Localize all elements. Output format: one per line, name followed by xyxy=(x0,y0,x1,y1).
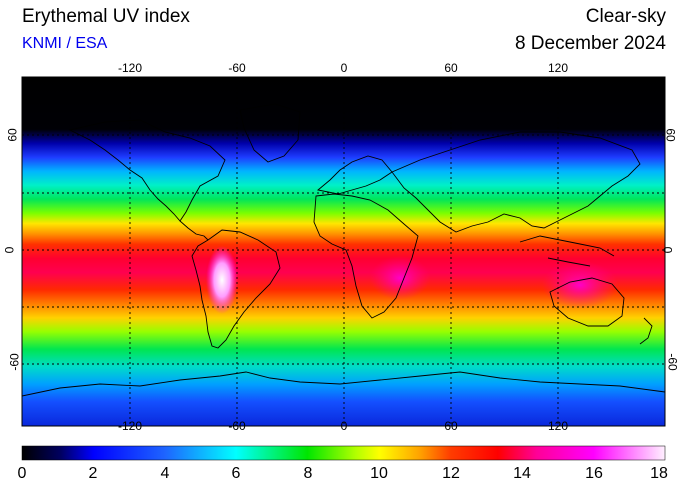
andes-uv-maximum xyxy=(206,246,238,314)
colorbar xyxy=(21,445,666,461)
colorbar-label-4: 4 xyxy=(160,465,170,482)
lat-tick-right-0: 0 xyxy=(660,246,675,254)
new-zealand-coast xyxy=(639,317,653,345)
lon-tick-top-60: 60 xyxy=(444,61,458,75)
australia-uv-maximum xyxy=(542,261,618,309)
australia-coast xyxy=(549,277,625,327)
colorbar-label-14: 14 xyxy=(513,465,531,482)
sky-condition: Clear-sky xyxy=(585,6,666,27)
graticule xyxy=(22,77,665,426)
lon-tick-top-minus120: -120 xyxy=(117,61,143,75)
map-panel xyxy=(22,77,665,426)
lat-tick-right-minus60: -60 xyxy=(665,353,680,371)
data-source: KNMI / ESA xyxy=(22,35,108,52)
map-title: Erythemal UV index xyxy=(22,6,190,27)
uv-field xyxy=(22,77,665,426)
lon-tick-bottom-60: 60 xyxy=(444,419,458,433)
colorbar-label-10: 10 xyxy=(370,465,388,482)
lon-tick-top-120: 120 xyxy=(547,61,569,75)
asia-coast xyxy=(391,131,641,233)
lat-tick-left-minus60: -60 xyxy=(7,353,22,371)
colorbar-label-2: 2 xyxy=(88,465,98,482)
lat-tick-left-0: 0 xyxy=(2,246,17,254)
lon-tick-bottom-120: 120 xyxy=(547,419,569,433)
colorbar-label-16: 16 xyxy=(585,465,603,482)
colorbar-label-0: 0 xyxy=(17,465,27,482)
lat-tick-left-60: 60 xyxy=(5,128,20,142)
central-america-coast xyxy=(179,220,209,241)
colorbar-label-8: 8 xyxy=(303,465,313,482)
colorbar-label-18: 18 xyxy=(650,465,668,482)
lon-tick-bottom-0: 0 xyxy=(340,419,348,433)
lon-tick-top-minus60: -60 xyxy=(228,61,246,75)
lon-tick-top-0: 0 xyxy=(340,61,348,75)
lon-tick-bottom-minus60: -60 xyxy=(228,419,246,433)
coastlines xyxy=(22,103,665,397)
colorbar-label-6: 6 xyxy=(231,465,241,482)
map-date: 8 December 2024 xyxy=(514,33,666,54)
lon-tick-bottom-minus120: -120 xyxy=(117,419,143,433)
africa-uv-maximum xyxy=(370,256,430,300)
europe-coast xyxy=(316,155,393,195)
south-america-coast xyxy=(191,229,281,349)
africa-coast xyxy=(313,193,419,319)
indonesia-coast xyxy=(519,235,615,267)
antarctica-coast xyxy=(22,371,665,397)
lat-tick-right-60: 60 xyxy=(663,128,678,142)
colorbar-label-12: 12 xyxy=(442,465,460,482)
map-frame xyxy=(21,76,666,427)
